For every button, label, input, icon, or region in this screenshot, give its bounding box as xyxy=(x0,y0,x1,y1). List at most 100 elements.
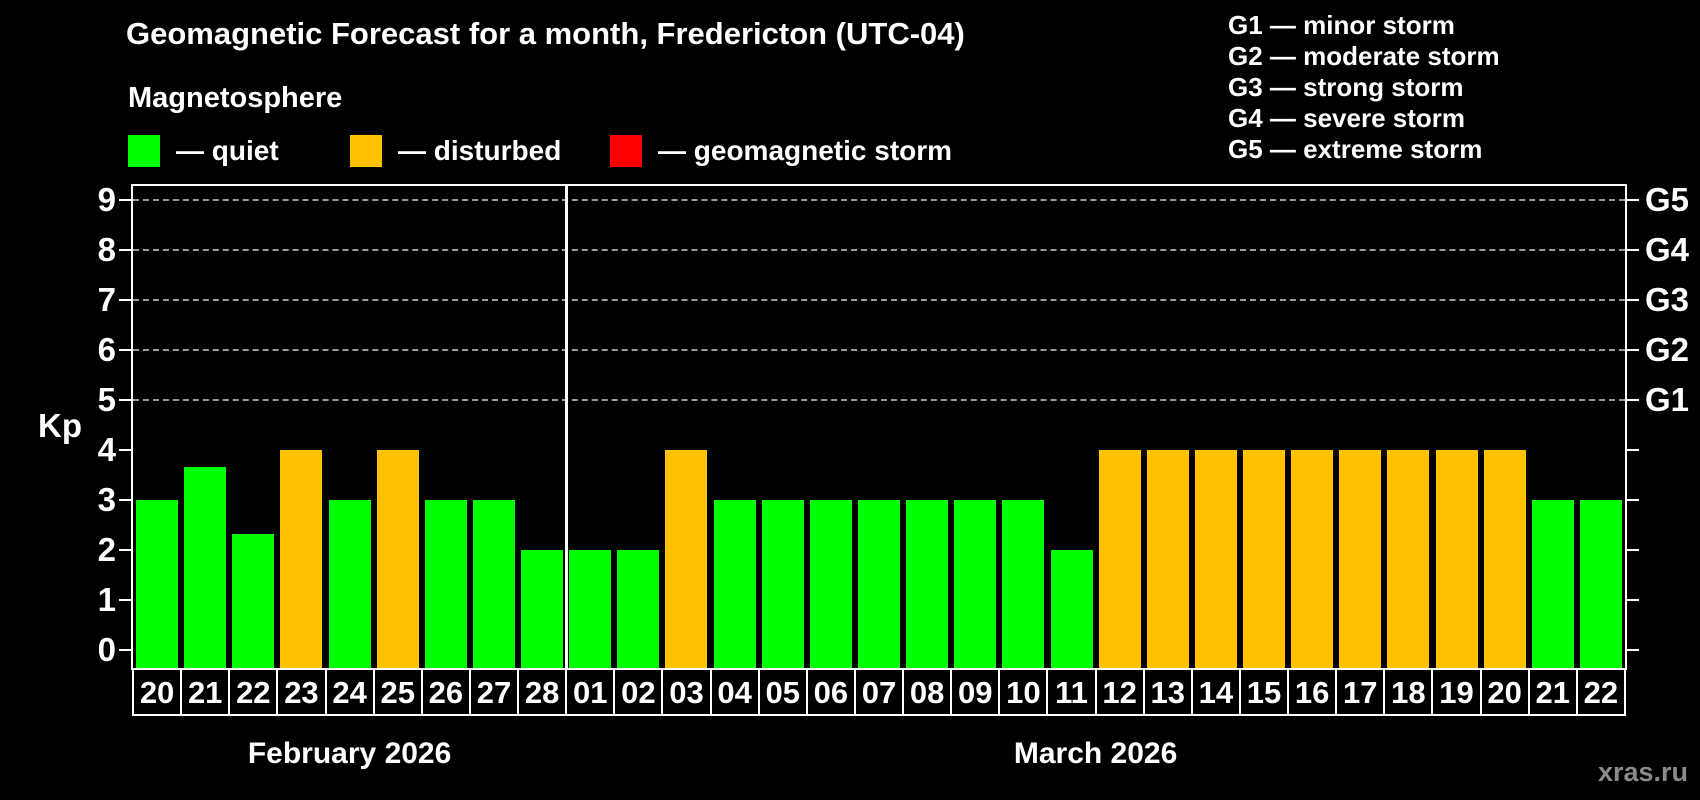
kp-bar xyxy=(1531,500,1574,668)
right-axis-line xyxy=(1625,184,1627,670)
kp-bar xyxy=(858,500,900,668)
g-legend-line: G1 — minor storm xyxy=(1228,10,1455,40)
y-axis-tick xyxy=(119,399,131,401)
quiet-swatch-icon xyxy=(128,135,160,167)
kp-bar xyxy=(761,500,804,668)
chart-title: Geomagnetic Forecast for a month, Freder… xyxy=(126,16,965,51)
y-tick-label: 5 xyxy=(97,381,116,418)
y-axis-tick xyxy=(119,549,131,551)
day-label-cell: 12 xyxy=(1094,668,1145,716)
kp-bar xyxy=(1387,450,1430,668)
day-label-cell: 27 xyxy=(468,668,520,716)
y-tick-label: 2 xyxy=(97,531,116,568)
g-scale-label: G5 xyxy=(1645,181,1690,218)
day-label-cell: 22 xyxy=(228,668,279,716)
kp-bar xyxy=(809,500,852,668)
kp-bar xyxy=(1483,450,1526,668)
kp-bar xyxy=(1579,500,1622,668)
legend-label: — quiet xyxy=(176,135,279,166)
right-axis-tick xyxy=(1627,499,1639,501)
plot-top-border xyxy=(131,184,1627,186)
right-axis-tick xyxy=(1627,299,1639,301)
kp-bar xyxy=(1291,450,1334,668)
legend-label: — disturbed xyxy=(398,135,562,166)
month-label: March 2026 xyxy=(1013,737,1178,770)
day-label-cell: 20 xyxy=(1479,668,1530,716)
right-axis-tick xyxy=(1627,649,1639,651)
kp-bar xyxy=(713,500,756,668)
day-label-cell: 16 xyxy=(1287,668,1338,716)
kp-gridline xyxy=(133,299,1625,301)
right-axis-tick xyxy=(1627,399,1639,401)
kp-bar xyxy=(184,466,227,668)
day-label-cell: 24 xyxy=(324,668,375,716)
day-label-cell: 21 xyxy=(1527,668,1578,716)
y-axis-tick xyxy=(119,249,131,251)
kp-gridline xyxy=(133,199,1625,201)
g-legend-line: G4 — severe storm xyxy=(1228,103,1466,133)
y-axis-title: Kp xyxy=(38,407,82,444)
y-tick-label: 9 xyxy=(97,181,116,218)
y-tick-label: 1 xyxy=(97,581,116,618)
storm-swatch-icon xyxy=(610,135,642,167)
y-tick-label: 6 xyxy=(97,331,116,368)
day-label-cell: 22 xyxy=(1575,668,1626,716)
y-axis-tick xyxy=(119,299,131,301)
y-axis-tick xyxy=(119,649,131,651)
day-label-cell: 11 xyxy=(1046,668,1097,716)
kp-bar xyxy=(1002,500,1045,668)
legend-label: — geomagnetic storm xyxy=(658,135,953,166)
right-axis-tick xyxy=(1627,549,1639,551)
right-axis-tick xyxy=(1627,249,1639,251)
kp-bar xyxy=(569,550,612,668)
right-axis-tick xyxy=(1627,349,1639,351)
day-label-cell: 20 xyxy=(132,668,183,716)
disturbed-swatch-icon xyxy=(350,135,382,167)
kp-bar xyxy=(521,550,564,668)
right-axis-tick xyxy=(1627,599,1639,601)
month-separator-line xyxy=(564,184,568,668)
kp-gridline xyxy=(133,349,1625,351)
day-label-cell: 19 xyxy=(1431,668,1482,716)
kp-bar xyxy=(1050,550,1093,668)
day-label-cell: 04 xyxy=(709,668,760,716)
kp-bar xyxy=(424,500,467,668)
y-tick-label: 7 xyxy=(97,281,116,318)
day-label-cell: 05 xyxy=(757,668,808,716)
y-axis-tick xyxy=(119,499,131,501)
kp-bar xyxy=(954,500,997,668)
g-legend-line: G3 — strong storm xyxy=(1228,72,1464,102)
day-label-cell: 01 xyxy=(565,668,616,716)
kp-bar xyxy=(1339,450,1382,668)
kp-bar xyxy=(1243,450,1286,668)
day-label-cell: 25 xyxy=(372,668,423,716)
day-label-cell: 13 xyxy=(1142,668,1193,716)
kp-bar xyxy=(232,533,275,668)
g-scale-label: G4 xyxy=(1645,231,1690,268)
g-legend-line: G2 — moderate storm xyxy=(1228,41,1500,71)
day-label-cell: 15 xyxy=(1238,668,1290,716)
kp-bar xyxy=(136,500,179,668)
y-axis-tick xyxy=(119,599,131,601)
day-label-cell: 07 xyxy=(853,668,905,716)
day-label-cell: 10 xyxy=(998,668,1049,716)
y-tick-label: 8 xyxy=(97,231,116,268)
y-axis-tick xyxy=(119,199,131,201)
y-axis-tick xyxy=(119,449,131,451)
kp-bar xyxy=(617,550,660,668)
g-scale-label: G2 xyxy=(1645,331,1690,368)
g-scale-label: G1 xyxy=(1645,381,1690,418)
y-tick-label: 0 xyxy=(97,631,116,668)
y-tick-label: 3 xyxy=(97,481,116,518)
kp-bar xyxy=(1146,450,1189,668)
g-scale-legend: G1 — minor storm G2 — moderate storm G3 — … xyxy=(1228,10,1500,165)
day-label-cell: 18 xyxy=(1383,668,1434,716)
right-axis-tick xyxy=(1627,199,1639,201)
legend-item-quiet: — quiet xyxy=(128,134,279,168)
day-label-cell: 17 xyxy=(1335,668,1386,716)
day-label-cell: 08 xyxy=(902,668,953,716)
y-axis-tick xyxy=(119,349,131,351)
y-axis-line xyxy=(131,184,133,670)
day-label-cell: 14 xyxy=(1190,668,1241,716)
